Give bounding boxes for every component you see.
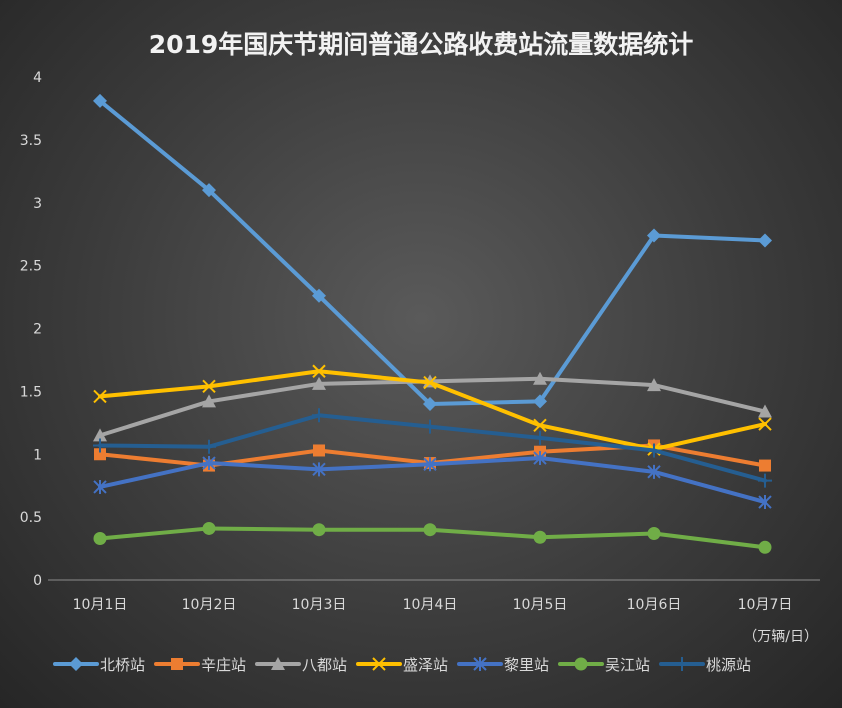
series-line bbox=[98, 456, 767, 505]
y-tick-label: 3.5 bbox=[20, 133, 42, 149]
legend-marker bbox=[69, 657, 83, 671]
data-point bbox=[533, 451, 547, 466]
legend-marker bbox=[574, 657, 588, 671]
data-point bbox=[647, 464, 661, 479]
data-point bbox=[312, 523, 326, 537]
data-point bbox=[647, 526, 661, 540]
x-tick-label: 10月2日 bbox=[182, 597, 237, 613]
data-point bbox=[647, 228, 661, 243]
series-line bbox=[98, 369, 767, 452]
x-tick-label: 10月5日 bbox=[513, 597, 568, 613]
data-point bbox=[312, 408, 326, 423]
data-point bbox=[93, 532, 107, 546]
data-point bbox=[533, 394, 547, 409]
legend-marker bbox=[372, 657, 386, 671]
data-point bbox=[93, 389, 107, 404]
data-point bbox=[202, 521, 216, 535]
legend-item[interactable]: 八都站 bbox=[255, 656, 347, 674]
y-tick-label: 2 bbox=[33, 322, 42, 338]
series-4 bbox=[93, 451, 772, 510]
unit-label: （万辆/日） bbox=[743, 629, 818, 645]
series-0 bbox=[93, 93, 772, 411]
x-tick-label: 10月3日 bbox=[292, 597, 347, 613]
x-tick-label: 10月6日 bbox=[627, 597, 682, 613]
legend-item[interactable]: 辛庄站 bbox=[154, 656, 246, 674]
data-point bbox=[423, 375, 437, 390]
legend-label: 吴江站 bbox=[605, 656, 650, 674]
data-point bbox=[423, 419, 437, 434]
y-tick-label: 0 bbox=[33, 573, 42, 589]
data-point bbox=[533, 418, 547, 433]
data-point bbox=[647, 378, 661, 392]
series-5 bbox=[93, 521, 772, 554]
chart-title: 2019年国庆节期间普通公路收费站流量数据统计 bbox=[149, 30, 694, 59]
data-point bbox=[202, 379, 216, 394]
data-point bbox=[93, 479, 107, 494]
x-tick-label: 10月4日 bbox=[403, 597, 458, 613]
data-point bbox=[758, 404, 772, 418]
data-point bbox=[758, 495, 772, 510]
series-line bbox=[98, 98, 767, 406]
legend-label: 桃源站 bbox=[706, 656, 751, 674]
legend-marker bbox=[171, 658, 183, 670]
data-point bbox=[93, 438, 107, 453]
legend-marker bbox=[675, 657, 689, 671]
data-point bbox=[202, 439, 216, 454]
data-point bbox=[758, 473, 772, 488]
legend-item[interactable]: 黎里站 bbox=[457, 656, 549, 674]
data-point bbox=[533, 430, 547, 445]
y-tick-label: 4 bbox=[33, 70, 42, 86]
legend-item[interactable]: 吴江站 bbox=[558, 656, 650, 674]
series-3 bbox=[93, 364, 772, 456]
x-tick-label: 10月7日 bbox=[738, 597, 793, 613]
data-point bbox=[93, 428, 107, 442]
series-6 bbox=[93, 408, 772, 488]
data-point bbox=[93, 93, 107, 108]
data-point bbox=[759, 459, 771, 472]
legend-label: 北桥站 bbox=[100, 656, 145, 674]
data-point bbox=[423, 396, 437, 411]
legend-item[interactable]: 盛泽站 bbox=[356, 656, 448, 674]
data-point bbox=[202, 456, 216, 471]
legend-item[interactable]: 桃源站 bbox=[659, 656, 751, 674]
data-point bbox=[312, 376, 326, 390]
data-point bbox=[758, 233, 772, 248]
y-tick-label: 1.5 bbox=[20, 384, 42, 400]
x-tick-label: 10月1日 bbox=[73, 597, 128, 613]
data-point bbox=[533, 530, 547, 544]
y-tick-label: 1 bbox=[33, 447, 42, 463]
y-tick-label: 2.5 bbox=[20, 259, 42, 275]
data-point bbox=[647, 443, 661, 458]
data-point bbox=[758, 417, 772, 431]
legend-marker bbox=[473, 657, 487, 671]
legend-label: 盛泽站 bbox=[403, 656, 448, 674]
legend-label: 黎里站 bbox=[504, 656, 549, 674]
data-point bbox=[94, 448, 106, 461]
legend-marker bbox=[271, 657, 285, 670]
data-point bbox=[533, 371, 547, 385]
data-point bbox=[423, 523, 437, 537]
data-point bbox=[202, 394, 216, 408]
data-point bbox=[313, 444, 325, 457]
data-point bbox=[423, 457, 437, 472]
data-point bbox=[312, 462, 326, 477]
data-point bbox=[312, 364, 326, 378]
legend-item[interactable]: 北桥站 bbox=[53, 656, 145, 674]
legend-label: 辛庄站 bbox=[201, 656, 246, 674]
data-point bbox=[758, 540, 772, 554]
legend-label: 八都站 bbox=[302, 656, 347, 674]
y-tick-label: 3 bbox=[33, 196, 42, 212]
y-tick-label: 0.5 bbox=[20, 510, 42, 526]
data-point bbox=[312, 288, 326, 303]
data-point bbox=[202, 183, 216, 198]
